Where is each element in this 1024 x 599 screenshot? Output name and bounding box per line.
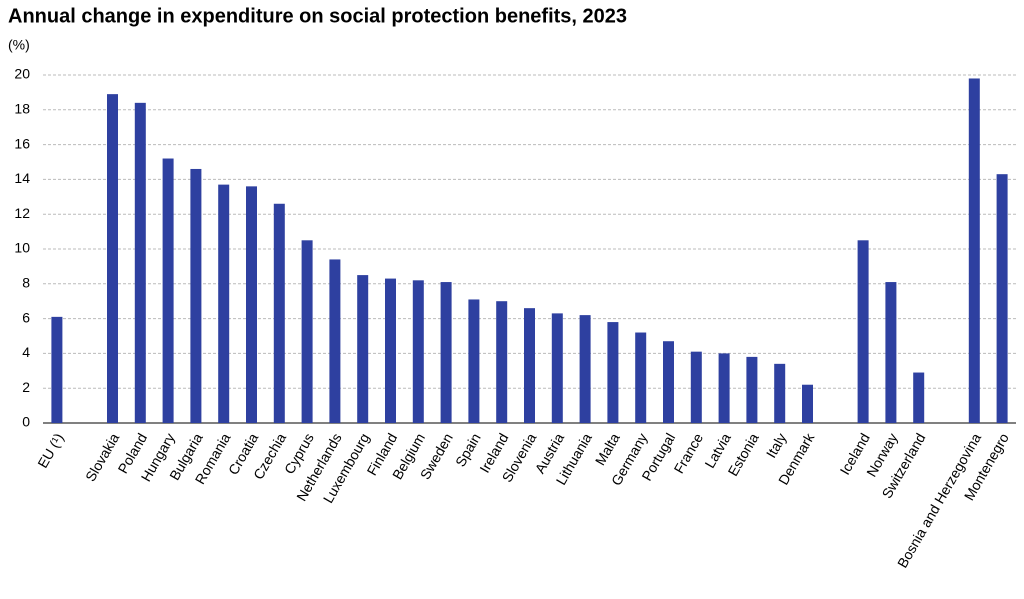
bar — [218, 184, 230, 423]
bar — [107, 94, 118, 423]
bar — [496, 301, 508, 423]
bar — [468, 299, 480, 423]
bar — [246, 186, 257, 423]
bar — [885, 282, 897, 423]
y-tick-label: 0 — [22, 414, 30, 430]
bar — [273, 203, 285, 423]
y-tick-label: 10 — [14, 240, 30, 256]
bar — [524, 308, 535, 423]
x-tick-label: EU (¹) — [34, 430, 67, 470]
bar — [607, 322, 619, 423]
bar — [51, 316, 63, 423]
bar — [440, 282, 452, 423]
bar — [357, 275, 369, 423]
bar — [385, 278, 396, 423]
bar — [913, 372, 925, 423]
bar — [857, 240, 869, 423]
x-tick-label: Slovakia — [82, 430, 122, 484]
bar — [968, 78, 980, 423]
bar — [690, 351, 702, 423]
bar — [774, 363, 786, 423]
bar — [412, 280, 424, 423]
bar — [551, 313, 563, 423]
y-tick-label: 2 — [22, 379, 30, 395]
bar — [802, 384, 813, 423]
y-tick-label: 14 — [14, 170, 30, 186]
y-tick-label: 12 — [14, 205, 30, 221]
y-tick-label: 20 — [14, 66, 30, 82]
bar — [301, 240, 313, 423]
y-tick-label: 8 — [22, 275, 30, 291]
y-tick-label: 18 — [14, 101, 30, 117]
y-tick-label: 6 — [22, 309, 30, 325]
bar — [718, 353, 730, 423]
bar — [996, 174, 1008, 423]
x-tick-label: Italy — [763, 430, 790, 460]
bar — [162, 158, 174, 423]
y-tick-label: 4 — [22, 344, 30, 360]
bar — [746, 356, 758, 423]
bar — [329, 259, 341, 423]
y-axis-label: (%) — [8, 37, 30, 53]
bar — [663, 341, 674, 423]
bar — [579, 315, 591, 423]
bar — [635, 332, 647, 423]
bar — [190, 168, 202, 423]
y-tick-label: 16 — [14, 135, 30, 151]
chart-title: Annual change in expenditure on social p… — [8, 5, 627, 27]
bar — [134, 102, 146, 423]
